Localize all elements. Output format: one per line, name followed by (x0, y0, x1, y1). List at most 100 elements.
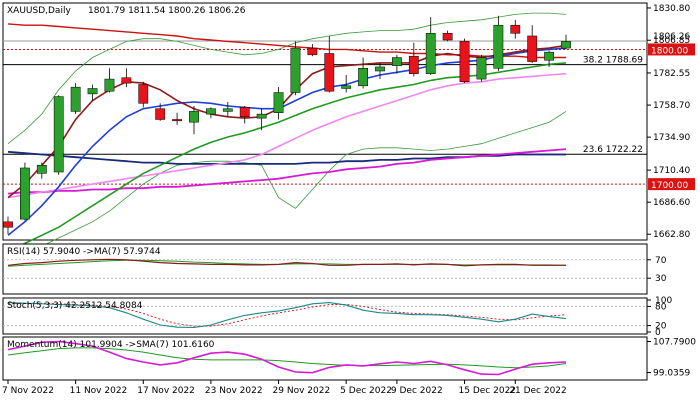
current-price-label: 1806.26 (653, 32, 690, 42)
momentum-line (7, 340, 567, 376)
rsi-panel-frame (2, 243, 648, 295)
candle-body (307, 47, 318, 56)
candle-body (324, 53, 335, 92)
candle-body (189, 111, 199, 123)
price-tick-label: 1662.80 (653, 230, 690, 240)
moving-averages (7, 12, 567, 255)
symbol-label: XAUUSD,Daily (7, 6, 71, 16)
candle-body (442, 33, 453, 41)
stoch-label: Stoch(5,3,3) 42.2512 54.8084 (7, 301, 143, 311)
level-label: 23.6 1722.22 (583, 145, 643, 155)
candle-body (392, 57, 402, 66)
stoch-tick-label: 20 (655, 322, 667, 332)
rsi-plot (3, 258, 647, 279)
candle-body (256, 113, 267, 119)
momentum-label: Momentum(14) 101.9904 ->SMA(7) 101.6160 (7, 340, 215, 350)
candle-body (510, 24, 521, 34)
price-tick-label: 1686.60 (653, 198, 690, 208)
momentum-panel: Momentum(14) 101.9904 ->SMA(7) 101.6160 (2, 336, 648, 381)
ma-magenta-line (7, 148, 567, 195)
momentum-tick-label: 107.7900 (653, 338, 696, 348)
candle-body (527, 35, 538, 62)
stoch-panel-frame (2, 297, 648, 335)
price-badge-1700 (648, 178, 695, 191)
price-badge-1800 (648, 43, 695, 56)
candle-body (172, 119, 182, 122)
date-tick-label: 29 Nov 2022 (273, 386, 331, 396)
rsi-label: RSI(14) 57.9040 ->MA(7) 57.9744 (7, 247, 161, 257)
candle-body (561, 41, 571, 49)
momentum-plot (7, 340, 567, 376)
stoch-d-line (7, 302, 567, 327)
date-tick-label: 21 Dec 2022 (509, 386, 566, 396)
candle-body (358, 68, 368, 87)
candle-body (104, 78, 115, 92)
candle-body (290, 47, 301, 93)
candle-body (476, 57, 487, 80)
date-tick-label: 11 Nov 2022 (70, 386, 128, 396)
candle-body (408, 55, 419, 74)
level-labels: 38.2 1788.69 23.6 1722.22 (583, 56, 643, 156)
momentum-tick-label: 99.0359 (653, 369, 690, 379)
ohlc-label: 1801.79 1811.54 1800.26 1806.26 (88, 6, 246, 16)
ma-red-line (7, 23, 566, 59)
candle-body (493, 24, 504, 69)
candle-body (70, 86, 81, 112)
momentum-sma-line (7, 347, 567, 369)
momentum-axis: 107.7900 99.0359 (647, 338, 696, 379)
ma-mid-line (7, 47, 567, 236)
momentum-panel-frame (2, 336, 648, 381)
price-tick-label: 1758.70 (653, 101, 690, 111)
candle-body (36, 165, 47, 174)
date-tick-label: 9 Dec 2022 (391, 386, 443, 396)
stoch-tick-label: 100 (655, 296, 672, 306)
candle-body (155, 108, 166, 120)
candle-body (222, 108, 233, 112)
rsi-axis: 70 30 (647, 256, 667, 284)
price-tick-label: 1806.85 (653, 36, 690, 46)
candle-body (206, 108, 216, 115)
candle-body (20, 167, 30, 220)
price-tick-label: 1710.40 (653, 166, 690, 176)
price-axis: 1830.80 1806.85 1782.55 1758.70 1734.90 1710.… (647, 4, 695, 240)
date-tick-label: 7 Nov 2022 (2, 386, 54, 396)
candle-body (53, 96, 64, 173)
rsi-tick-label: 30 (655, 274, 667, 284)
date-tick-label: 5 Dec 2022 (340, 386, 392, 396)
date-tick-label: 15 Dec 2022 (459, 386, 516, 396)
candle-body (3, 221, 13, 228)
price-panel-frame (2, 2, 648, 241)
candle-body (87, 88, 98, 95)
date-tick-label: 17 Nov 2022 (137, 386, 195, 396)
bollinger-lower-line (7, 111, 567, 255)
price-badge-1800-label: 1800.00 (651, 46, 688, 56)
rsi-panel: RSI(14) 57.9040 ->MA(7) 57.9744 (2, 243, 648, 295)
stoch-plot (3, 302, 647, 329)
price-tick-label: 1782.55 (653, 69, 690, 79)
rsi-line (7, 258, 566, 267)
stoch-tick-label: 0 (655, 328, 661, 338)
candle-body (273, 92, 284, 113)
date-axis: 7 Nov 2022 11 Nov 2022 17 Nov 2022 23 Nov 2… (2, 380, 567, 396)
price-panel: 38.2 1788.69 23.6 1722.22 XAUUSD,Daily 18… (2, 2, 648, 255)
ma-slow-line (7, 62, 567, 253)
candle-body (121, 77, 132, 84)
ma-pink-line (7, 72, 567, 199)
candle-body (239, 107, 250, 118)
ma-fast-line (7, 44, 567, 199)
candle-body (425, 33, 436, 74)
price-tick-label: 1830.80 (653, 4, 690, 14)
stoch-k-line (7, 302, 567, 329)
rsi-tick-label: 70 (655, 256, 667, 266)
stoch-panel: Stoch(5,3,3) 42.2512 54.8084 (2, 297, 648, 335)
stoch-tick-label: 80 (655, 302, 667, 312)
candle-body (375, 66, 385, 72)
date-tick-label: 23 Nov 2022 (205, 386, 263, 396)
price-tick-label: 1734.90 (653, 133, 690, 143)
candle-body (341, 85, 352, 89)
price-badge-1700-label: 1700.00 (651, 181, 688, 191)
candle-body (544, 51, 554, 61)
candles (3, 15, 571, 234)
